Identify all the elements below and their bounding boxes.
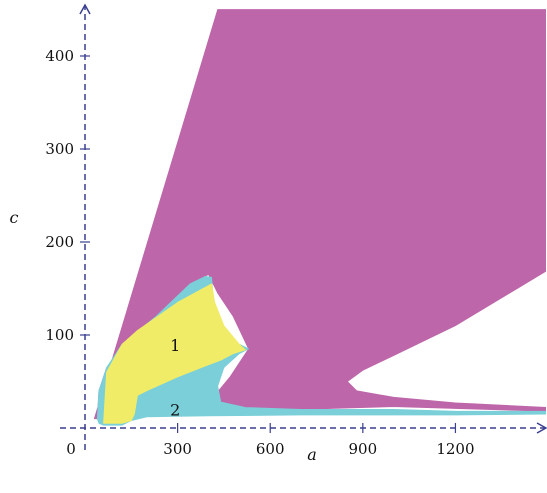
annotations-group: 12	[170, 336, 180, 419]
x-axis-arrow	[536, 422, 547, 434]
y-tick-label: 100	[45, 326, 74, 344]
axes-group	[60, 3, 547, 450]
x-tick-label: 900	[349, 440, 378, 458]
x-tick-label: 300	[163, 440, 192, 458]
y-tick-label: 300	[45, 140, 74, 158]
regions-group	[93, 9, 546, 426]
x-tick-label: 1200	[436, 440, 474, 458]
y-tick-label: 200	[45, 233, 74, 251]
y-axis-label: c	[10, 208, 19, 227]
y-axis-arrow	[79, 3, 91, 15]
region-yellow	[103, 283, 246, 424]
region-label: 2	[170, 400, 180, 419]
region-label: 1	[170, 336, 180, 355]
labels-group: a c 0	[10, 208, 317, 464]
origin-label: 0	[66, 440, 76, 458]
x-tick-label: 600	[256, 440, 285, 458]
y-tick-label: 400	[45, 47, 74, 65]
x-axis-label: a	[307, 445, 317, 464]
ticks-group: 300 600 900 1200 100 200 300 400	[45, 47, 474, 458]
